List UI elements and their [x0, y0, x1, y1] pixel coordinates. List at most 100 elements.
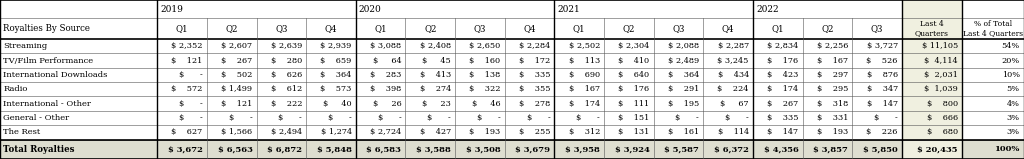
Text: $    291: $ 291 [668, 85, 699, 93]
Text: $ 2,256: $ 2,256 [817, 42, 848, 50]
Text: $    121: $ 121 [221, 100, 252, 108]
Text: $    410: $ 410 [618, 56, 649, 65]
Text: $    167: $ 167 [817, 56, 848, 65]
Text: $      -: $ - [228, 114, 252, 122]
Text: $    114: $ 114 [718, 128, 749, 136]
Text: The Rest: The Rest [3, 128, 40, 136]
Text: General - Other: General - Other [3, 114, 70, 122]
Bar [902, 111, 962, 125]
Text: $ 2,607: $ 2,607 [221, 42, 252, 50]
Text: $    147: $ 147 [767, 128, 799, 136]
Text: $    167: $ 167 [568, 85, 600, 93]
Text: $      -: $ - [279, 114, 302, 122]
Text: $ 2,834: $ 2,834 [767, 42, 799, 50]
Text: $ 3,857: $ 3,857 [813, 145, 848, 153]
Text: $    690: $ 690 [568, 71, 600, 79]
Text: 2020: 2020 [359, 5, 382, 14]
Bar [962, 139, 1024, 159]
Text: $ 2,939: $ 2,939 [321, 42, 351, 50]
Bar [902, 53, 962, 68]
Text: $ 3,679: $ 3,679 [515, 145, 550, 153]
Text: $    398: $ 398 [370, 85, 401, 93]
Text: $    267: $ 267 [767, 100, 799, 108]
Text: $    626: $ 626 [270, 71, 302, 79]
Text: 2019: 2019 [161, 5, 183, 14]
Text: $ 2,284: $ 2,284 [519, 42, 550, 50]
Text: $    666: $ 666 [927, 114, 957, 122]
Bar [962, 0, 1024, 18]
Text: $    224: $ 224 [718, 85, 749, 93]
Bar [902, 139, 962, 159]
Text: $    876: $ 876 [866, 71, 898, 79]
Text: $     40: $ 40 [323, 100, 351, 108]
Text: 20%: 20% [1001, 56, 1020, 65]
Text: $    659: $ 659 [321, 56, 351, 65]
Text: $     45: $ 45 [422, 56, 451, 65]
Bar [962, 125, 1024, 139]
Text: Q2: Q2 [225, 24, 238, 33]
Text: Q3: Q3 [871, 24, 884, 33]
Text: $    174: $ 174 [767, 85, 799, 93]
Bar [902, 0, 962, 18]
Text: $ 1,566: $ 1,566 [221, 128, 252, 136]
Text: $    335: $ 335 [519, 71, 550, 79]
Text: Royalties By Source: Royalties By Source [3, 24, 90, 33]
Text: $    800: $ 800 [927, 100, 957, 108]
Text: $ 2,304: $ 2,304 [618, 42, 649, 50]
Bar [902, 18, 962, 39]
Bar [962, 82, 1024, 96]
Text: $      -: $ - [179, 114, 203, 122]
Text: Q1: Q1 [176, 24, 188, 33]
Text: $      -: $ - [378, 114, 401, 122]
Bar [962, 39, 1024, 53]
Text: 100%: 100% [994, 145, 1020, 153]
Text: $      -: $ - [577, 114, 600, 122]
Text: $ 1,274: $ 1,274 [321, 128, 351, 136]
Text: 3%: 3% [1007, 114, 1020, 122]
Text: $    423: $ 423 [767, 71, 799, 79]
Text: $ 2,724: $ 2,724 [370, 128, 401, 136]
Text: $      -: $ - [725, 114, 749, 122]
Text: $    573: $ 573 [321, 85, 351, 93]
Text: $ 3,088: $ 3,088 [371, 42, 401, 50]
Text: $    138: $ 138 [469, 71, 501, 79]
Text: $ 2,352: $ 2,352 [171, 42, 203, 50]
Text: $    172: $ 172 [519, 56, 550, 65]
Bar [902, 125, 962, 139]
Text: $ 3,924: $ 3,924 [614, 145, 649, 153]
Text: Q3: Q3 [673, 24, 685, 33]
Text: $ 6,563: $ 6,563 [217, 145, 252, 153]
Text: $ 3,508: $ 3,508 [466, 145, 501, 153]
Text: $    322: $ 322 [469, 85, 501, 93]
Text: 4%: 4% [1007, 100, 1020, 108]
Text: $    612: $ 612 [270, 85, 302, 93]
Text: $      -: $ - [874, 114, 898, 122]
Text: $    335: $ 335 [767, 114, 799, 122]
Bar [0, 139, 1024, 159]
Text: $     67: $ 67 [720, 100, 749, 108]
Text: $    640: $ 640 [618, 71, 649, 79]
Text: $    680: $ 680 [927, 128, 957, 136]
Text: $    121: $ 121 [171, 56, 203, 65]
Bar [902, 39, 962, 53]
Text: $      -: $ - [477, 114, 501, 122]
Text: Q4: Q4 [523, 24, 536, 33]
Text: $    364: $ 364 [668, 71, 699, 79]
Text: $    131: $ 131 [618, 128, 649, 136]
Text: Q1: Q1 [375, 24, 387, 33]
Text: Q4: Q4 [722, 24, 734, 33]
Text: $ 2,502: $ 2,502 [568, 42, 600, 50]
Text: $ 2,639: $ 2,639 [270, 42, 302, 50]
Text: $ 2,489: $ 2,489 [668, 56, 699, 65]
Text: 10%: 10% [1001, 71, 1020, 79]
Text: $ 1,499: $ 1,499 [221, 85, 252, 93]
Bar [962, 18, 1024, 39]
Text: 3%: 3% [1007, 128, 1020, 136]
Text: $ 6,372: $ 6,372 [714, 145, 749, 153]
Bar [962, 111, 1024, 125]
Text: Q2: Q2 [623, 24, 635, 33]
Text: International Downloads: International Downloads [3, 71, 108, 79]
Text: Streaming: Streaming [3, 42, 47, 50]
Text: $    280: $ 280 [270, 56, 302, 65]
Text: $ 11,105: $ 11,105 [922, 42, 957, 50]
